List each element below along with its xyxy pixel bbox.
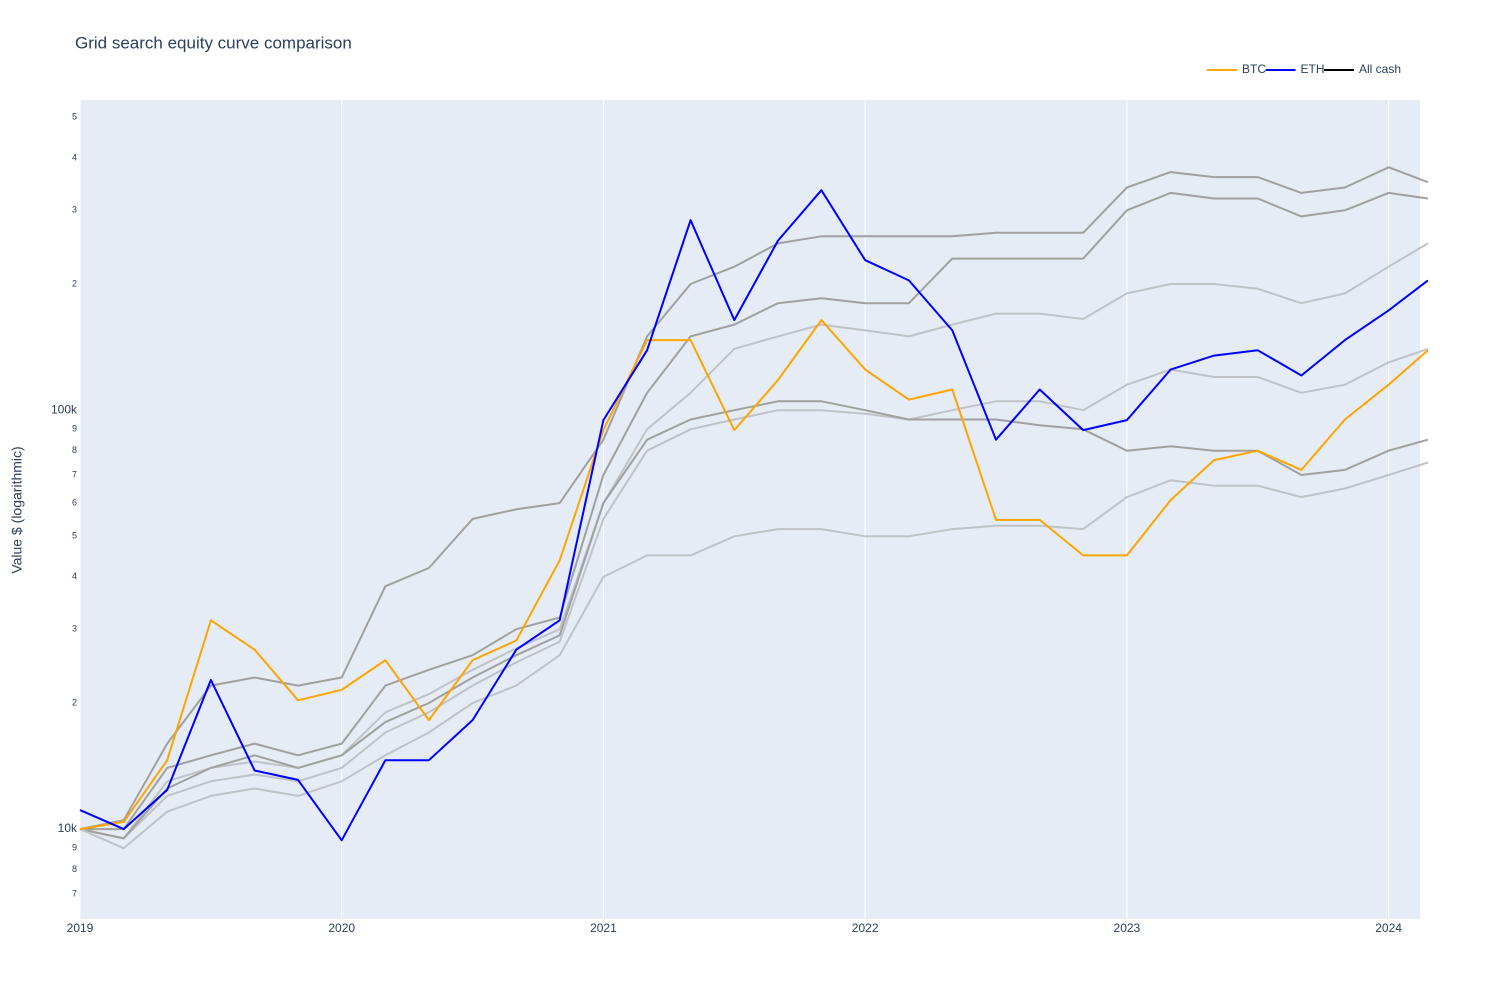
x-tick-label: 2022 (852, 921, 879, 935)
y-tick-label: 10k (58, 821, 78, 835)
y-tick-label: 2 (72, 697, 77, 707)
y-axis-label: Value $ (logarithmic) (9, 446, 25, 573)
lines (79, 166, 1429, 850)
series-line (79, 461, 1429, 850)
series-line (79, 347, 1429, 840)
x-tick-label: 2023 (1114, 921, 1141, 935)
series-line (80, 191, 1429, 831)
chart-title: Grid search equity curve comparison (75, 33, 352, 52)
y-tick-label: 5 (72, 112, 77, 122)
x-tick-label: 2024 (1375, 921, 1402, 935)
y-tick-label: 4 (72, 571, 77, 581)
series-line (79, 189, 1429, 842)
y-tick-label: 3 (72, 624, 77, 634)
y-tick-label: 4 (72, 152, 77, 162)
y-tick-label: 100k (51, 402, 78, 416)
legend: BTC ETH All cash (1207, 62, 1401, 76)
legend-label: All cash (1359, 62, 1401, 76)
x-tick-label: 2019 (67, 921, 94, 935)
series-line (79, 166, 1429, 831)
y-tick-label: 8 (72, 864, 77, 874)
x-tick-label: 2020 (328, 921, 355, 935)
legend-label: ETH (1301, 62, 1325, 76)
legend-label: BTC (1242, 62, 1266, 76)
series-line (79, 319, 1429, 831)
y-tick-label: 2 (72, 278, 77, 288)
y-tick-label: 9 (72, 843, 77, 853)
y-tick-label: 5 (72, 531, 77, 541)
y-tick-label: 3 (72, 205, 77, 215)
y-tick-label: 9 (72, 424, 77, 434)
y-tick-label: 6 (72, 497, 77, 507)
y-tick-label: 8 (72, 445, 77, 455)
y-tick-label: 7 (72, 888, 77, 898)
y-tick-label: 7 (72, 469, 77, 479)
x-tick-label: 2021 (590, 921, 617, 935)
plot-background (80, 100, 1420, 919)
